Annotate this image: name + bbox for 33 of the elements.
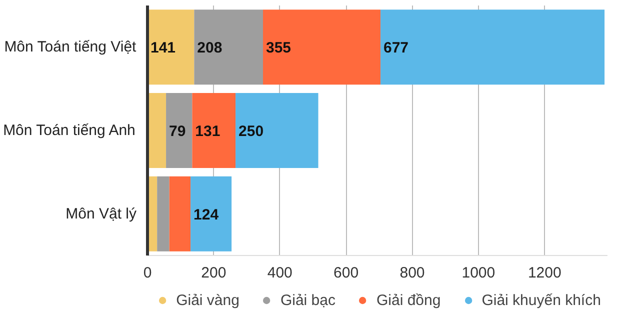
data-label: 141 — [150, 40, 176, 57]
bar — [380, 10, 605, 85]
bar — [194, 10, 263, 85]
bar — [148, 93, 166, 168]
x-tick-label: 0 — [143, 264, 152, 282]
bar — [262, 10, 380, 85]
bar — [148, 10, 194, 85]
x-tick-label: 200 — [201, 264, 226, 282]
x-tick-label: 800 — [400, 264, 425, 282]
y-tick-label: Môn Toán tiếng Anh — [3, 122, 136, 139]
x-tick-label: 1200 — [528, 264, 562, 282]
legend-label: Giải khuyến khích — [482, 292, 601, 308]
x-tick-label: 1000 — [462, 264, 496, 282]
data-label: 250 — [238, 123, 264, 140]
data-label: 208 — [197, 40, 222, 57]
data-label: 79 — [169, 123, 186, 140]
bar — [236, 93, 318, 168]
bar — [192, 93, 236, 168]
bar — [169, 176, 191, 252]
data-label: 677 — [383, 40, 409, 57]
bar — [157, 176, 170, 252]
legend-label: Giải bạc — [280, 292, 336, 308]
y-tick-label: Môn Vật lý — [66, 205, 137, 222]
legend-label: Giải vàng — [176, 292, 240, 308]
x-tick-label: 400 — [267, 264, 292, 282]
data-label: 124 — [194, 206, 220, 224]
x-tick-label: 600 — [334, 264, 359, 282]
legend-label: Giải đồng — [376, 292, 441, 308]
y-tick-label: Môn Toán tiếng Việt — [4, 38, 138, 56]
data-label: 131 — [195, 123, 220, 140]
data-label: 355 — [266, 40, 292, 57]
bar — [166, 93, 192, 168]
bar — [190, 176, 232, 252]
